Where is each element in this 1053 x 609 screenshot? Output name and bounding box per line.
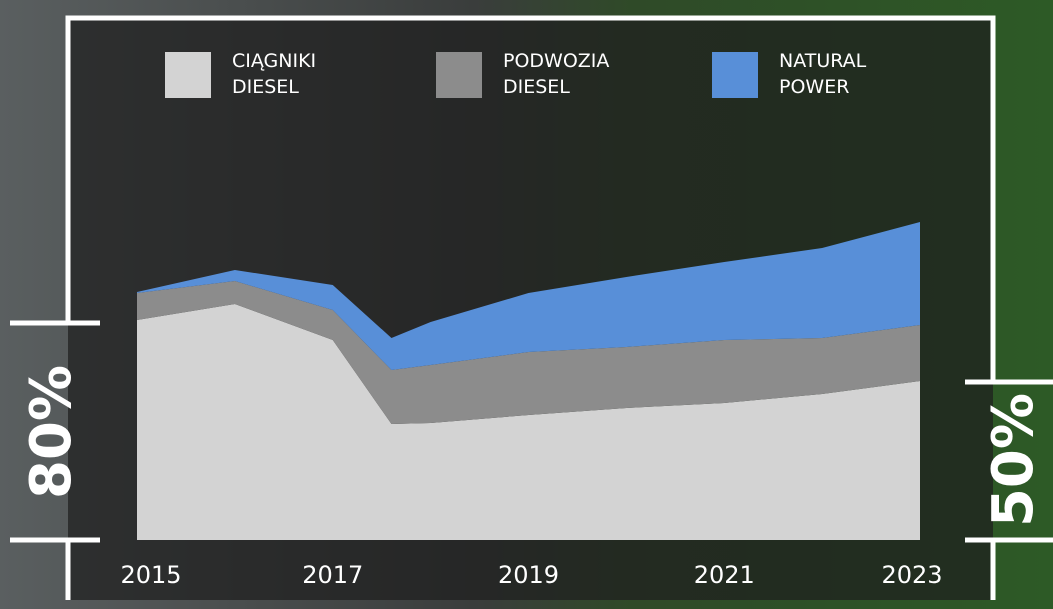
x-tick-label: 2019	[498, 561, 559, 589]
legend-swatch	[165, 52, 211, 98]
legend-swatch	[712, 52, 758, 98]
x-tick-label: 2017	[302, 561, 363, 589]
legend-label: NATURAL POWER	[779, 48, 889, 100]
x-tick-label: 2023	[881, 561, 942, 589]
x-tick-label: 2021	[694, 561, 755, 589]
annotation: 80%	[19, 365, 84, 499]
legend-swatch	[436, 52, 482, 98]
annotation: 50%	[981, 393, 1046, 527]
page: 80% 50% 2015 2017 2019 2021 2023 CIĄGNIKI DI…	[0, 0, 1053, 609]
x-tick-label: 2015	[120, 561, 181, 589]
legend-label: CIĄGNIKI DIESEL	[232, 48, 342, 100]
legend-label: PODWOZIA DIESEL	[503, 48, 613, 100]
